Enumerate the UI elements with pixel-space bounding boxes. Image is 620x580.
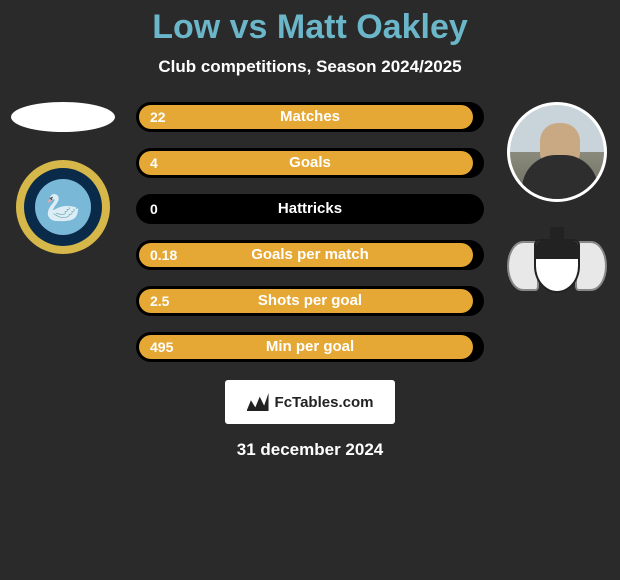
stat-row: 2.5Shots per goal (136, 286, 484, 316)
stat-row: 0.18Goals per match (136, 240, 484, 270)
stat-row: 495Min per goal (136, 332, 484, 362)
stat-row: 0Hattricks (136, 194, 484, 224)
stat-row: 4Goals (136, 148, 484, 178)
comparison-panel: 🦢 22Matches 4Goals 0Hattricks 0.18Goals per… (0, 102, 620, 362)
player-avatar-left (11, 102, 115, 132)
brand-text: FcTables.com (275, 394, 374, 411)
stats-bars: 22Matches 4Goals 0Hattricks 0.18Goals per m… (136, 102, 484, 362)
stat-label: Min per goal (136, 332, 484, 362)
page-title: Low vs Matt Oakley (0, 0, 620, 47)
stat-label: Shots per goal (136, 286, 484, 316)
date-text: 31 december 2024 (0, 440, 620, 460)
club-badge-right (507, 230, 607, 302)
left-column: 🦢 (8, 102, 118, 254)
stat-label: Goals (136, 148, 484, 178)
subtitle: Club competitions, Season 2024/2025 (0, 57, 620, 77)
stat-label: Matches (136, 102, 484, 132)
club-badge-left: 🦢 (16, 160, 110, 254)
stat-label: Goals per match (136, 240, 484, 270)
stat-row: 22Matches (136, 102, 484, 132)
player-avatar-right (507, 102, 607, 202)
stat-label: Hattricks (136, 194, 484, 224)
brand-icon (247, 393, 269, 411)
right-column (502, 102, 612, 302)
brand-badge: FcTables.com (225, 380, 395, 424)
